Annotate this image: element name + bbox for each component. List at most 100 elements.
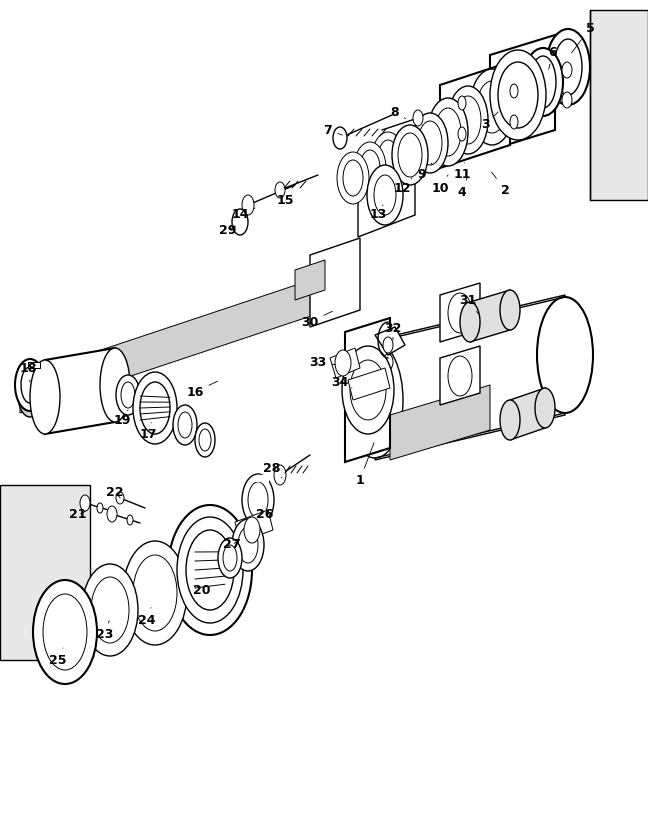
Polygon shape xyxy=(490,35,555,150)
Ellipse shape xyxy=(133,372,177,444)
Text: 8: 8 xyxy=(391,106,406,119)
Ellipse shape xyxy=(458,96,466,110)
Polygon shape xyxy=(256,475,268,481)
Ellipse shape xyxy=(342,346,394,434)
Ellipse shape xyxy=(199,429,211,451)
Polygon shape xyxy=(310,238,360,327)
Polygon shape xyxy=(358,148,415,237)
Ellipse shape xyxy=(383,387,393,403)
Text: 24: 24 xyxy=(138,607,156,627)
Text: 18: 18 xyxy=(19,361,37,382)
Ellipse shape xyxy=(347,342,403,458)
Ellipse shape xyxy=(372,132,404,184)
Ellipse shape xyxy=(337,152,369,204)
Text: 31: 31 xyxy=(459,294,478,313)
Polygon shape xyxy=(235,510,273,542)
Ellipse shape xyxy=(460,302,480,342)
Text: 20: 20 xyxy=(193,578,211,597)
Ellipse shape xyxy=(398,133,422,177)
Ellipse shape xyxy=(500,290,520,330)
Ellipse shape xyxy=(133,555,177,631)
Ellipse shape xyxy=(21,367,39,403)
Ellipse shape xyxy=(500,400,520,440)
Text: 25: 25 xyxy=(49,648,67,667)
Text: 10: 10 xyxy=(432,175,449,195)
Ellipse shape xyxy=(275,182,285,198)
Text: 29: 29 xyxy=(219,224,237,237)
Ellipse shape xyxy=(116,375,140,415)
Ellipse shape xyxy=(43,594,87,670)
Ellipse shape xyxy=(123,541,187,645)
Ellipse shape xyxy=(248,482,268,518)
Ellipse shape xyxy=(218,538,242,578)
Text: 17: 17 xyxy=(139,422,157,441)
Ellipse shape xyxy=(360,150,380,186)
Ellipse shape xyxy=(335,350,351,376)
Polygon shape xyxy=(20,277,320,413)
Ellipse shape xyxy=(448,293,472,333)
Text: 33: 33 xyxy=(309,356,335,369)
Ellipse shape xyxy=(168,505,252,635)
Ellipse shape xyxy=(383,337,393,353)
Text: 15: 15 xyxy=(276,194,294,207)
Polygon shape xyxy=(590,10,648,200)
Ellipse shape xyxy=(353,397,363,413)
Text: 7: 7 xyxy=(323,124,342,137)
Ellipse shape xyxy=(30,360,60,434)
Ellipse shape xyxy=(523,48,563,116)
Ellipse shape xyxy=(242,474,274,526)
Text: 28: 28 xyxy=(263,462,282,478)
Polygon shape xyxy=(510,388,545,440)
Ellipse shape xyxy=(428,98,468,166)
Text: 1: 1 xyxy=(356,443,374,487)
Ellipse shape xyxy=(448,86,488,154)
Polygon shape xyxy=(330,348,360,378)
Text: 6: 6 xyxy=(549,46,557,69)
Ellipse shape xyxy=(562,92,572,108)
Text: 11: 11 xyxy=(453,163,470,182)
Ellipse shape xyxy=(140,382,170,434)
Text: 32: 32 xyxy=(384,322,402,340)
Ellipse shape xyxy=(383,354,393,370)
Ellipse shape xyxy=(509,101,519,117)
Polygon shape xyxy=(375,327,405,355)
Polygon shape xyxy=(470,290,510,342)
Ellipse shape xyxy=(274,465,286,485)
Polygon shape xyxy=(440,346,480,405)
Ellipse shape xyxy=(127,515,133,525)
Ellipse shape xyxy=(333,127,347,149)
Ellipse shape xyxy=(80,495,90,511)
Ellipse shape xyxy=(458,127,466,141)
Text: 12: 12 xyxy=(393,178,412,195)
Ellipse shape xyxy=(477,81,507,133)
Ellipse shape xyxy=(91,577,129,643)
Ellipse shape xyxy=(238,527,258,563)
Text: 16: 16 xyxy=(187,381,218,399)
Text: 21: 21 xyxy=(69,509,87,522)
Ellipse shape xyxy=(100,348,130,422)
Ellipse shape xyxy=(18,373,42,417)
Ellipse shape xyxy=(435,108,461,156)
Ellipse shape xyxy=(173,405,197,445)
Ellipse shape xyxy=(97,503,103,513)
Text: 2: 2 xyxy=(492,173,509,196)
Polygon shape xyxy=(390,385,490,460)
Ellipse shape xyxy=(392,125,428,185)
Polygon shape xyxy=(348,368,390,400)
Ellipse shape xyxy=(367,165,403,225)
Text: 5: 5 xyxy=(572,21,594,53)
Ellipse shape xyxy=(490,50,546,140)
Ellipse shape xyxy=(537,297,593,413)
Ellipse shape xyxy=(554,39,582,95)
Ellipse shape xyxy=(244,517,260,543)
Text: 4: 4 xyxy=(457,177,467,199)
Ellipse shape xyxy=(343,160,363,196)
Ellipse shape xyxy=(470,69,514,145)
Ellipse shape xyxy=(412,113,448,173)
Ellipse shape xyxy=(195,423,215,457)
Polygon shape xyxy=(28,362,40,368)
Text: 9: 9 xyxy=(418,163,432,182)
Ellipse shape xyxy=(223,545,237,571)
Ellipse shape xyxy=(15,359,45,411)
Text: 3: 3 xyxy=(481,112,498,132)
